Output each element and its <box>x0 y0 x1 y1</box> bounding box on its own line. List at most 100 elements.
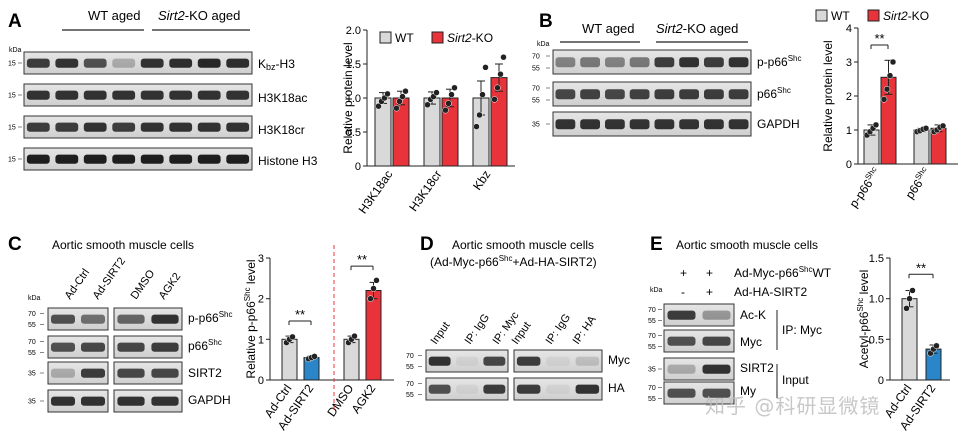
y-label-sup: Shc <box>856 298 865 312</box>
blot-band <box>112 122 136 132</box>
panel-b: B WT aged Sirt2-KO aged kDa 70 55 70 55 35 p… <box>532 9 958 210</box>
blot-band <box>226 122 250 132</box>
blot-band <box>117 396 145 406</box>
blot-band <box>83 90 107 100</box>
blot-band <box>83 154 107 164</box>
blot-label-my: My <box>740 384 756 398</box>
blot-label-histone-h3: Histone H3 <box>258 154 318 168</box>
blot-band <box>654 57 675 68</box>
data-point <box>933 342 940 350</box>
blot-band <box>169 122 193 132</box>
blot-strip <box>23 51 253 75</box>
blot-band <box>81 368 105 378</box>
blot-strip <box>663 303 735 327</box>
lane-label: Ad-SIRT2 <box>91 255 128 301</box>
blot-label-ac-k: Ac-K <box>740 308 766 322</box>
panel-subtitle: Aortic smooth muscle cells <box>676 238 818 252</box>
lane-label: IP: IgG <box>463 312 492 347</box>
blot-band <box>81 342 105 352</box>
blot-band <box>629 119 650 130</box>
marker-label: 35 <box>28 371 36 378</box>
x-tick-label: H3K18ac <box>356 168 396 216</box>
blot-frame <box>663 357 735 381</box>
marker-label: 35 <box>28 399 36 406</box>
marker-label: 70 <box>532 54 540 61</box>
panel-letter-b: B <box>539 11 553 32</box>
lane-label: AGK2 <box>157 271 184 302</box>
legend-label: Sirt2-KO <box>447 31 493 45</box>
blot-band <box>605 57 625 68</box>
x-tick-label: AGK2 <box>349 381 379 416</box>
blot-band <box>702 336 731 346</box>
blot-band <box>702 364 731 374</box>
blot-band <box>704 119 724 130</box>
blot-frame <box>513 377 603 401</box>
marker-label: 15 <box>8 157 16 164</box>
legend-text: -KO <box>908 9 929 23</box>
blot-frame <box>47 361 109 385</box>
kda-label: kDa <box>650 287 663 294</box>
blot-band <box>546 384 570 394</box>
y-tick-label: 2.0 <box>346 25 361 37</box>
blot-strip-left <box>425 349 509 373</box>
blot-stack-d: 70 55 70 55 <box>406 349 603 401</box>
lane-label: Ad-Ctrl <box>63 267 92 302</box>
blot-strip <box>663 329 735 353</box>
data-point <box>476 111 483 119</box>
blot-band <box>575 356 600 366</box>
blot-band <box>428 356 451 366</box>
blot-band <box>197 58 221 68</box>
bar-0 <box>901 298 918 381</box>
marker-label: 55 <box>532 66 540 73</box>
legend-text: WT <box>831 9 850 23</box>
marker-label: 70 <box>28 339 36 346</box>
blot-band <box>605 119 625 130</box>
marker-label: 70 <box>406 381 414 388</box>
blot-band <box>140 154 164 164</box>
blot-band <box>117 314 145 324</box>
blot-label-p66: p66Shc <box>757 86 791 101</box>
y-tick-label: 1.0 <box>346 93 361 105</box>
blot-header-ko: Sirt2-KO aged <box>158 8 240 23</box>
data-point <box>880 96 888 103</box>
panel-letter-d: D <box>420 234 434 255</box>
blot-band <box>702 310 731 320</box>
panel-c: C Aortic smooth muscle cells kDa Ad-Ctrl… <box>8 234 394 433</box>
blot-label-myc: Myc <box>740 335 762 349</box>
blot-band <box>629 57 650 68</box>
blot-band <box>51 342 75 352</box>
blot-band <box>55 122 79 132</box>
watermark: 知乎 @科研显微镜 <box>705 394 881 418</box>
lane-label: IP: HA <box>571 313 599 346</box>
blot-label-gapdh: GAPDH <box>757 117 800 131</box>
x-tick-text: p-p66 <box>846 177 875 210</box>
bar-2 <box>343 338 360 381</box>
marker-label: 55 <box>648 318 656 325</box>
blot-strip <box>23 115 253 139</box>
blot-frame <box>663 329 735 353</box>
data-point <box>442 106 449 114</box>
blot-band <box>26 154 50 164</box>
blot-band <box>169 58 193 68</box>
y-label-part: level <box>244 259 258 287</box>
x-tick-sup: Shc <box>913 165 928 181</box>
y-label-part: Acetyl-p66 <box>857 311 871 368</box>
marker-label: 55 <box>648 396 656 403</box>
marker-label: 55 <box>532 98 540 105</box>
group-label-ip-myc: IP: Myc <box>782 323 822 337</box>
marker-label: 55 <box>406 392 414 399</box>
blot-header-wt: WT aged <box>582 21 635 36</box>
data-point <box>482 64 489 71</box>
legend-label: Sirt2-KO <box>883 9 929 23</box>
blot-band <box>456 356 478 366</box>
blot-band <box>516 356 541 366</box>
blot-stack-b: 70 55 70 55 35 <box>532 49 752 137</box>
data-point <box>399 93 406 100</box>
legend-label: WT <box>831 9 850 23</box>
blot-band <box>51 368 75 378</box>
marker-label: 55 <box>28 350 36 357</box>
marker-label: 70 <box>648 385 656 392</box>
blot-strip <box>552 49 752 75</box>
